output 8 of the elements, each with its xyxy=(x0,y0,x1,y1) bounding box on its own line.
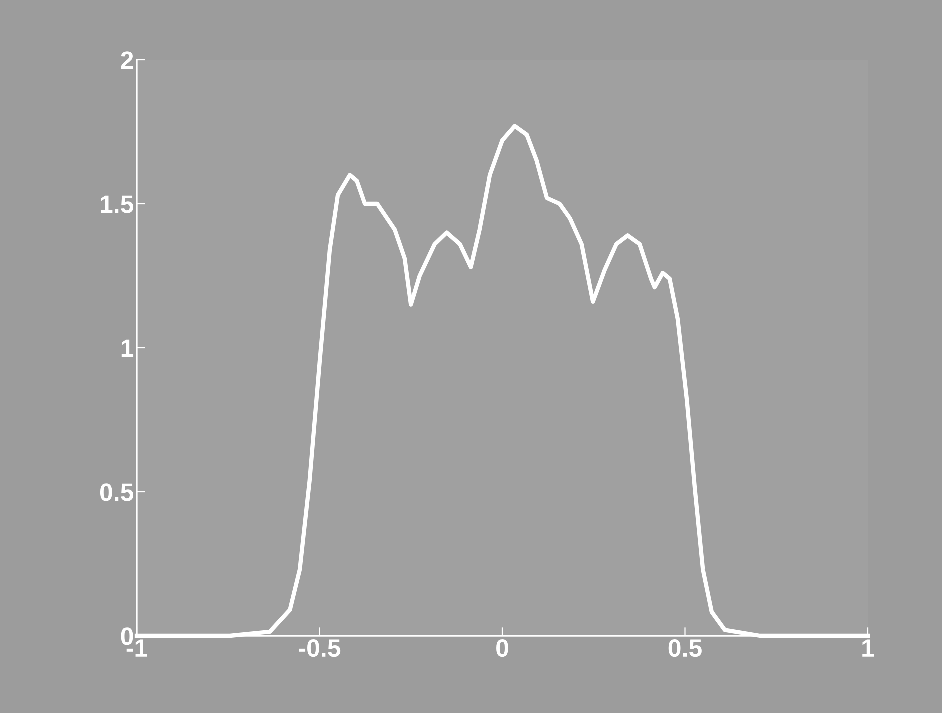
x-tick-label: 0.5 xyxy=(668,639,702,658)
x-tick-label: 1 xyxy=(862,640,874,657)
y-tick-label: 1.5 xyxy=(101,196,134,214)
y-tick-label: 0.5 xyxy=(100,484,134,502)
x-tick-label: 0 xyxy=(496,639,508,658)
y-tick-label: 2 xyxy=(121,52,134,70)
y-tick-label: 1 xyxy=(122,340,134,358)
x-tick-label: -0.5 xyxy=(299,639,341,658)
